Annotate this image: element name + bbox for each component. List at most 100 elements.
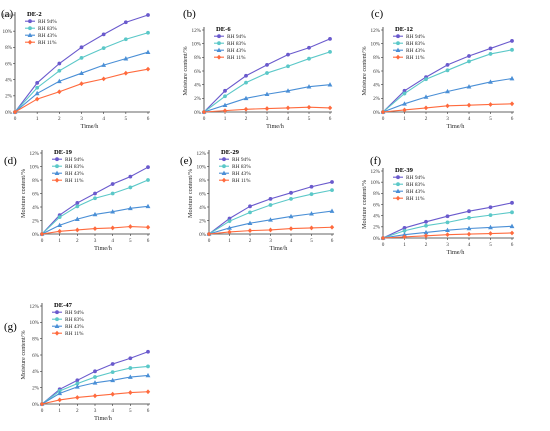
legend-label: RH 83% bbox=[227, 41, 246, 47]
panel-label: (e) bbox=[180, 155, 193, 167]
data-point bbox=[128, 356, 133, 361]
legend-marker bbox=[396, 175, 400, 180]
data-point bbox=[510, 39, 514, 43]
data-point bbox=[79, 81, 84, 87]
y-tick-label: 10% bbox=[29, 164, 39, 170]
y-tick-label: 4% bbox=[32, 205, 40, 211]
data-point bbox=[243, 106, 249, 112]
x-tick-label: 6 bbox=[331, 238, 334, 244]
data-point bbox=[227, 229, 232, 235]
data-point bbox=[79, 55, 84, 60]
data-point bbox=[128, 366, 133, 370]
x-tick-label: 2 bbox=[425, 116, 428, 122]
x-tick-label: 3 bbox=[266, 116, 269, 122]
data-point bbox=[146, 13, 150, 17]
x-tick-label: 0 bbox=[208, 238, 211, 244]
data-point bbox=[123, 56, 129, 61]
data-point bbox=[222, 108, 228, 114]
data-point bbox=[402, 101, 407, 106]
x-tick-label: 6 bbox=[511, 242, 514, 248]
data-point bbox=[206, 231, 212, 237]
x-tick-label: 5 bbox=[310, 238, 313, 244]
legend: RH 94%RH 83%RH 43%RH 11% bbox=[25, 19, 57, 46]
data-point bbox=[110, 362, 115, 366]
x-tick-label: 4 bbox=[468, 116, 471, 122]
legend-label: RH 11% bbox=[65, 331, 84, 337]
x-tick-label: 4 bbox=[111, 408, 114, 414]
y-tick-label: 2% bbox=[5, 94, 13, 100]
data-point bbox=[57, 222, 63, 228]
x-tick-label: 2 bbox=[76, 408, 79, 414]
x-tick-label: 4 bbox=[287, 116, 290, 122]
y-tick-label: 6% bbox=[32, 353, 40, 359]
legend-label: RH 83% bbox=[38, 26, 57, 32]
data-point bbox=[402, 107, 407, 113]
data-point bbox=[510, 47, 514, 52]
x-tick-label: 5 bbox=[129, 238, 132, 244]
data-point bbox=[57, 215, 62, 220]
data-point bbox=[423, 229, 429, 235]
legend: RH 94%RH 83%RH 43%RH 11% bbox=[52, 310, 84, 337]
data-point bbox=[509, 223, 515, 229]
x-tick-label: 5 bbox=[308, 116, 311, 122]
y-tick-label: 6% bbox=[194, 69, 202, 75]
data-point bbox=[93, 369, 97, 374]
x-tick-label: 0 bbox=[382, 242, 385, 248]
data-point bbox=[101, 62, 107, 67]
chart-panel-de-6: (b) 0% 2% 4% 6% 8% 10% 12% 0 1 2 3 4 5 6 Time/h Moisture… bbox=[182, 8, 333, 130]
legend-label: RH 83% bbox=[406, 41, 425, 47]
y-tick-label: 8% bbox=[32, 178, 40, 184]
y-tick-label: 2% bbox=[32, 385, 40, 391]
x-tick-label: 3 bbox=[446, 242, 449, 248]
data-point bbox=[328, 49, 332, 54]
legend: RH 94%RH 83%RH 43%RH 11% bbox=[52, 157, 84, 184]
legend-marker bbox=[216, 54, 222, 60]
legend-marker bbox=[55, 157, 59, 162]
data-point bbox=[110, 191, 115, 196]
legend-label: RH 11% bbox=[406, 196, 425, 202]
x-tick-label: 4 bbox=[102, 116, 105, 122]
x-tick-label: 6 bbox=[147, 408, 150, 414]
y-tick-label: 10% bbox=[2, 29, 12, 35]
data-point bbox=[75, 378, 80, 383]
y-tick-label: 8% bbox=[199, 178, 207, 184]
data-point bbox=[145, 224, 151, 230]
legend-marker bbox=[28, 26, 32, 31]
data-point bbox=[244, 73, 248, 78]
data-point bbox=[222, 102, 228, 107]
panel-label: (f) bbox=[370, 155, 381, 167]
data-point bbox=[509, 75, 515, 81]
x-tick-label: 3 bbox=[269, 238, 272, 244]
data-point bbox=[329, 208, 335, 213]
x-tick-label: 1 bbox=[403, 242, 406, 248]
data-point bbox=[488, 213, 493, 218]
series-line bbox=[382, 40, 513, 113]
data-point bbox=[244, 80, 248, 85]
data-point bbox=[57, 390, 63, 396]
data-point bbox=[467, 59, 471, 64]
x-tick-label: 5 bbox=[125, 116, 128, 122]
data-point bbox=[92, 393, 98, 399]
legend-label: RH 43% bbox=[406, 189, 425, 195]
data-point bbox=[402, 234, 407, 240]
chart-title: DE-6 bbox=[216, 26, 231, 33]
data-point bbox=[423, 233, 429, 239]
data-point bbox=[424, 219, 428, 224]
legend-label: RH 43% bbox=[38, 33, 57, 39]
legend-label: RH 83% bbox=[65, 317, 84, 323]
series-rh-11- bbox=[39, 224, 151, 237]
y-tick-label: 12% bbox=[370, 28, 380, 34]
data-point bbox=[286, 52, 290, 57]
legend: RH 94%RH 83%RH 43%RH 11% bbox=[219, 157, 251, 184]
y-tick-label: 0% bbox=[373, 236, 381, 242]
data-point bbox=[75, 381, 80, 386]
data-point bbox=[227, 216, 232, 221]
data-point bbox=[248, 204, 252, 209]
data-point bbox=[145, 49, 151, 54]
series-rh-43- bbox=[201, 82, 333, 114]
x-tick-label: 1 bbox=[36, 116, 39, 122]
legend-marker bbox=[27, 32, 33, 37]
data-point bbox=[201, 109, 207, 115]
data-point bbox=[243, 95, 249, 101]
x-tick-label: 5 bbox=[129, 408, 132, 414]
